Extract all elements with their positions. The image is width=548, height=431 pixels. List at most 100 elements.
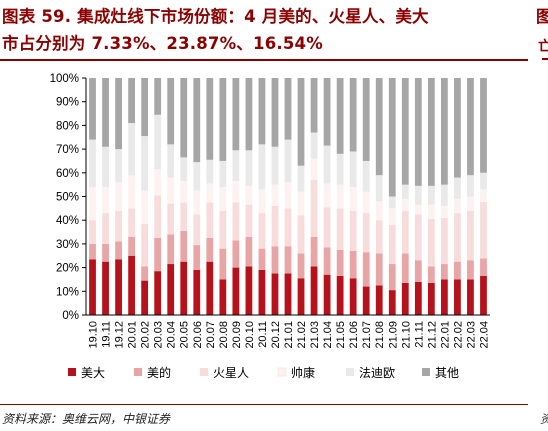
bar-segment-美大-20.01 <box>128 255 136 315</box>
bar-segment-法迪欧-21.02 <box>297 165 305 192</box>
legend-label-美的: 美的 <box>147 365 171 380</box>
bar-segment-火星人-20.04 <box>167 203 175 235</box>
bar-segment-帅康-20.09 <box>232 181 240 203</box>
bar-segment-法迪欧-20.11 <box>258 144 266 190</box>
bar-segment-美大-22.04 <box>480 275 487 315</box>
x-tick-label: 22.01 <box>439 321 451 349</box>
x-tick-label: 20.12 <box>270 321 282 349</box>
bar-segment-其他-21.06 <box>349 78 357 152</box>
y-tick-label: 100% <box>50 73 79 85</box>
bar-segment-美的-22.01 <box>440 264 448 280</box>
bar-segment-帅康-21.12 <box>427 204 435 220</box>
bar-segment-帅康-20.08 <box>219 187 227 211</box>
x-tick-label: 19.11 <box>101 321 113 348</box>
x-tick-label: 19.12 <box>114 321 126 349</box>
bar-segment-美大-21.12 <box>427 283 435 315</box>
x-tick-label: 20.04 <box>166 321 178 349</box>
x-tick-label: 19.10 <box>88 321 100 349</box>
bar-segment-法迪欧-22.04 <box>480 172 487 190</box>
x-tick-label: 21.03 <box>309 321 321 349</box>
bar-segment-帅康-21.06 <box>349 187 357 211</box>
bar-segment-火星人-22.03 <box>467 210 474 261</box>
bar-segment-其他-19.11 <box>102 78 109 147</box>
bar-segment-美的-20.03 <box>154 237 162 272</box>
bar-segment-其他-20.02 <box>141 78 149 137</box>
bar-segment-火星人-20.01 <box>128 208 136 237</box>
bar-segment-美的-21.07 <box>362 252 370 287</box>
adjacent-source-fragment: 资 <box>540 410 548 427</box>
x-tick-label: 21.10 <box>400 321 412 349</box>
bar-segment-火星人-21.01 <box>284 208 292 247</box>
bar-segment-法迪欧-21.10 <box>401 184 409 199</box>
bar-segment-其他-21.08 <box>375 78 383 176</box>
bar-segment-美的-21.11 <box>414 260 422 282</box>
bar-segment-法迪欧-19.12 <box>115 149 122 183</box>
legend-label-帅康: 帅康 <box>291 365 315 380</box>
bar-segment-火星人-20.09 <box>232 202 240 241</box>
bar-segment-法迪欧-21.06 <box>349 151 357 188</box>
bar-segment-美大-21.01 <box>284 273 292 315</box>
x-tick-label: 21.05 <box>335 321 347 349</box>
bar-segment-美的-21.12 <box>427 266 435 284</box>
bar-segment-帅康-22.01 <box>440 205 448 218</box>
x-tick-label: 21.08 <box>374 321 386 349</box>
bar-segment-火星人-20.02 <box>141 223 149 267</box>
bar-segment-美的-21.05 <box>336 249 344 276</box>
bar-segment-其他-21.09 <box>388 78 396 197</box>
y-tick-label: 20% <box>56 263 79 275</box>
bar-segment-其他-20.12 <box>271 78 279 147</box>
bar-segment-美的-20.07 <box>206 237 214 262</box>
title-line-1: 图表 59. 集成灶线下市场份额：4 月美的、火星人、美大 <box>2 7 429 26</box>
x-tick-label: 22.03 <box>465 321 477 349</box>
x-tick-label: 20.02 <box>140 321 152 349</box>
bar-segment-法迪欧-20.08 <box>219 160 227 188</box>
x-tick-label: 21.04 <box>322 321 334 349</box>
bar-segment-帅康-20.04 <box>167 177 175 204</box>
bar-segment-美大-22.03 <box>467 279 474 315</box>
bar-segment-帅康-20.05 <box>180 181 188 203</box>
bar-segment-美大-19.11 <box>102 261 109 315</box>
bar-segment-其他-20.03 <box>154 78 162 115</box>
bar-segment-其他-21.01 <box>284 78 292 140</box>
bar-segment-美的-21.03 <box>310 236 318 267</box>
y-tick-label: 70% <box>56 144 79 156</box>
bar-segment-帅康-20.07 <box>206 183 214 203</box>
bar-segment-美大-22.01 <box>440 279 448 315</box>
bar-segment-美大-20.06 <box>193 269 201 315</box>
bar-segment-其他-20.09 <box>232 78 240 151</box>
x-tick-label: 20.06 <box>192 321 204 349</box>
bar-segment-火星人-21.12 <box>427 219 435 267</box>
bar-segment-帅康-21.10 <box>401 198 409 211</box>
bar-segment-其他-20.07 <box>206 78 214 160</box>
bar-segment-美的-21.01 <box>284 246 292 274</box>
bar-segment-其他-21.05 <box>336 78 344 154</box>
x-tick-label: 20.01 <box>127 321 139 349</box>
x-tick-label: 20.10 <box>244 321 256 349</box>
x-tick-label: 21.11 <box>413 321 425 348</box>
y-tick-label: 40% <box>56 215 79 227</box>
source-note: 资料来源：奥维云网，中银证券 <box>2 412 171 426</box>
bar-segment-其他-20.10 <box>245 78 253 151</box>
bar-segment-火星人-20.06 <box>193 214 201 246</box>
bar-segment-火星人-20.12 <box>271 205 279 247</box>
bar-segment-法迪欧-22.01 <box>440 184 448 206</box>
bar-segment-火星人-22.01 <box>440 217 448 265</box>
bar-segment-美的-21.06 <box>349 251 357 279</box>
y-tick-label: 60% <box>56 168 79 180</box>
bar-segment-美大-20.11 <box>258 269 266 315</box>
bar-segment-美大-21.05 <box>336 275 344 315</box>
bar-segment-法迪欧-21.04 <box>323 145 331 184</box>
x-tick-label: 21.09 <box>387 321 399 349</box>
bar-segment-其他-21.03 <box>310 78 318 133</box>
bar-segment-美的-20.10 <box>245 236 253 267</box>
bar-segment-火星人-21.11 <box>414 214 422 261</box>
bar-segment-美大-22.02 <box>454 279 461 315</box>
bar-segment-法迪欧-20.04 <box>167 144 175 178</box>
bar-segment-法迪欧-22.02 <box>454 177 461 199</box>
legend-swatch-其他 <box>422 368 430 376</box>
bar-segment-美的-20.04 <box>167 234 175 265</box>
bar-segment-帅康-21.07 <box>362 191 370 214</box>
bar-segment-法迪欧-20.07 <box>206 159 214 184</box>
bar-segment-其他-20.01 <box>128 78 136 124</box>
adjacent-rule <box>542 58 548 60</box>
